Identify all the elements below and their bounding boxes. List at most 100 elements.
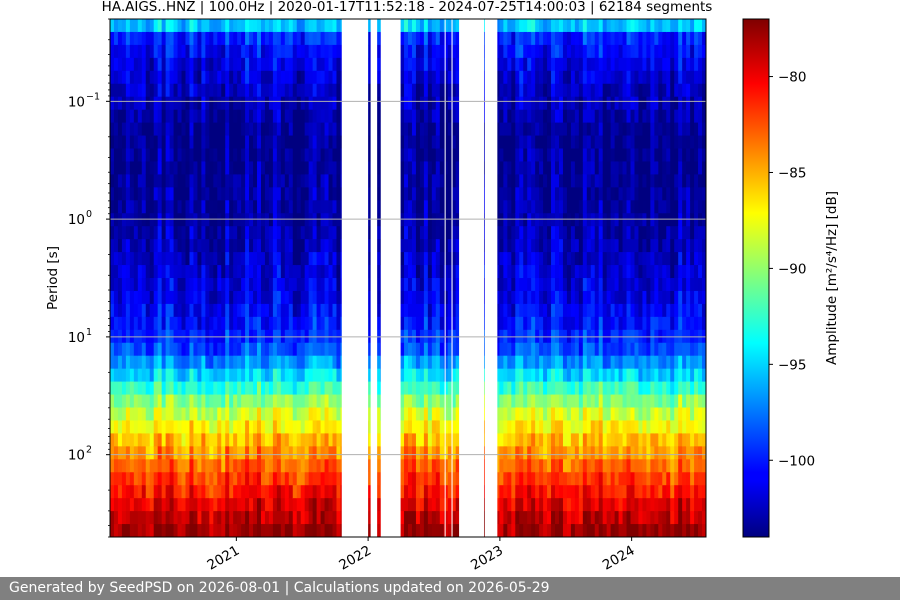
heatmap-cell [257, 31, 262, 46]
heatmap-cell [404, 472, 409, 486]
heatmap-cell [423, 446, 429, 460]
heatmap-cell [113, 342, 119, 357]
heatmap-cell [368, 355, 373, 370]
heatmap-cell [209, 239, 214, 253]
heatmap-cell [292, 57, 298, 72]
heatmap-cell [245, 31, 250, 46]
heatmap-cell [531, 485, 536, 499]
heatmap-cell [296, 252, 302, 266]
heatmap-cell [237, 303, 242, 318]
heatmap-cell [574, 200, 580, 214]
heatmap-cell [260, 109, 266, 124]
heatmap-cell [539, 316, 544, 331]
heatmap-cell [435, 109, 441, 124]
heatmap-cell [419, 459, 425, 473]
heatmap-cell [551, 252, 556, 266]
heatmap-cell [590, 498, 596, 512]
heatmap-cell [284, 485, 290, 499]
heatmap-cell [439, 135, 445, 150]
heatmap-cell [145, 19, 151, 33]
heatmap-cell [427, 485, 433, 499]
heatmap-cell [503, 31, 508, 46]
heatmap-cell [169, 70, 175, 85]
heatmap-cell [443, 83, 449, 98]
heatmap-cell [507, 368, 512, 383]
heatmap-cell [419, 57, 425, 72]
heatmap-cell [229, 498, 234, 512]
heatmap-cell [257, 420, 262, 434]
heatmap-cell [249, 70, 254, 85]
heatmap-cell [133, 200, 139, 214]
heatmap-cell [570, 394, 576, 409]
heatmap-cell [213, 19, 218, 33]
heatmap-cell [598, 226, 604, 240]
heatmap-cell [161, 472, 167, 486]
heatmap-cell [447, 511, 453, 525]
heatmap-cell [272, 524, 278, 537]
heatmap-cell [253, 316, 258, 331]
heatmap-cell [368, 122, 373, 137]
heatmap-cell [113, 252, 119, 266]
heatmap-cell [181, 200, 187, 214]
heatmap-cell [455, 459, 461, 473]
heatmap-cell [535, 200, 540, 214]
heatmap-cell [165, 316, 171, 331]
heatmap-cell [113, 368, 119, 383]
heatmap-cell [260, 44, 266, 59]
heatmap-cell [169, 446, 175, 460]
heatmap-cell [165, 290, 171, 305]
heatmap-cell [197, 355, 202, 370]
heatmap-cell [121, 70, 127, 85]
heatmap-cell [574, 368, 580, 383]
heatmap-cell [213, 368, 218, 383]
heatmap-cell [169, 200, 175, 214]
heatmap-cell [193, 459, 199, 473]
heatmap-cell [197, 290, 202, 305]
heatmap-cell [423, 485, 429, 499]
heatmap-cell [121, 355, 127, 370]
heatmap-cell [157, 31, 163, 46]
heatmap-cell [272, 200, 278, 214]
heatmap-cell [507, 19, 512, 33]
heatmap-cell [121, 187, 127, 201]
heatmap-cell [272, 368, 278, 383]
heatmap-cell [368, 394, 373, 409]
heatmap-cell [253, 355, 258, 370]
heatmap-cell [404, 122, 409, 137]
heatmap-cell [292, 200, 298, 214]
heatmap-cell [427, 342, 433, 357]
heatmap-cell [157, 135, 163, 150]
heatmap-cell [149, 44, 155, 59]
heatmap-cell [201, 226, 206, 240]
heatmap-cell [304, 213, 310, 227]
heatmap-cell [201, 213, 206, 227]
heatmap-cell [288, 213, 294, 227]
heatmap-cell [558, 303, 564, 318]
heatmap-cell [149, 239, 155, 253]
heatmap-cell [507, 498, 512, 512]
heatmap-cell [185, 290, 191, 305]
heatmap-cell [121, 342, 127, 357]
heatmap-cell [368, 109, 373, 124]
heatmap-cell [590, 200, 596, 214]
heatmap-cell [229, 420, 234, 434]
heatmap-cell [185, 420, 191, 434]
heatmap-cell [209, 44, 214, 59]
heatmap-cell [408, 265, 413, 279]
heatmap-cell [574, 524, 580, 537]
heatmap-cell [280, 368, 286, 383]
heatmap-cell [562, 70, 568, 85]
heatmap-cell [316, 381, 322, 396]
heatmap-cell [598, 96, 604, 111]
heatmap-cell [590, 265, 596, 279]
heatmap-cell [229, 239, 234, 253]
heatmap-cell [431, 161, 437, 175]
heatmap-cell [169, 239, 175, 253]
heatmap-cell [515, 70, 520, 85]
heatmap-cell [404, 200, 409, 214]
heatmap-cell [141, 524, 147, 537]
heatmap-cell [110, 252, 115, 266]
heatmap-cell [193, 278, 199, 292]
heatmap-cell [169, 31, 175, 46]
heatmap-cell [257, 485, 262, 499]
